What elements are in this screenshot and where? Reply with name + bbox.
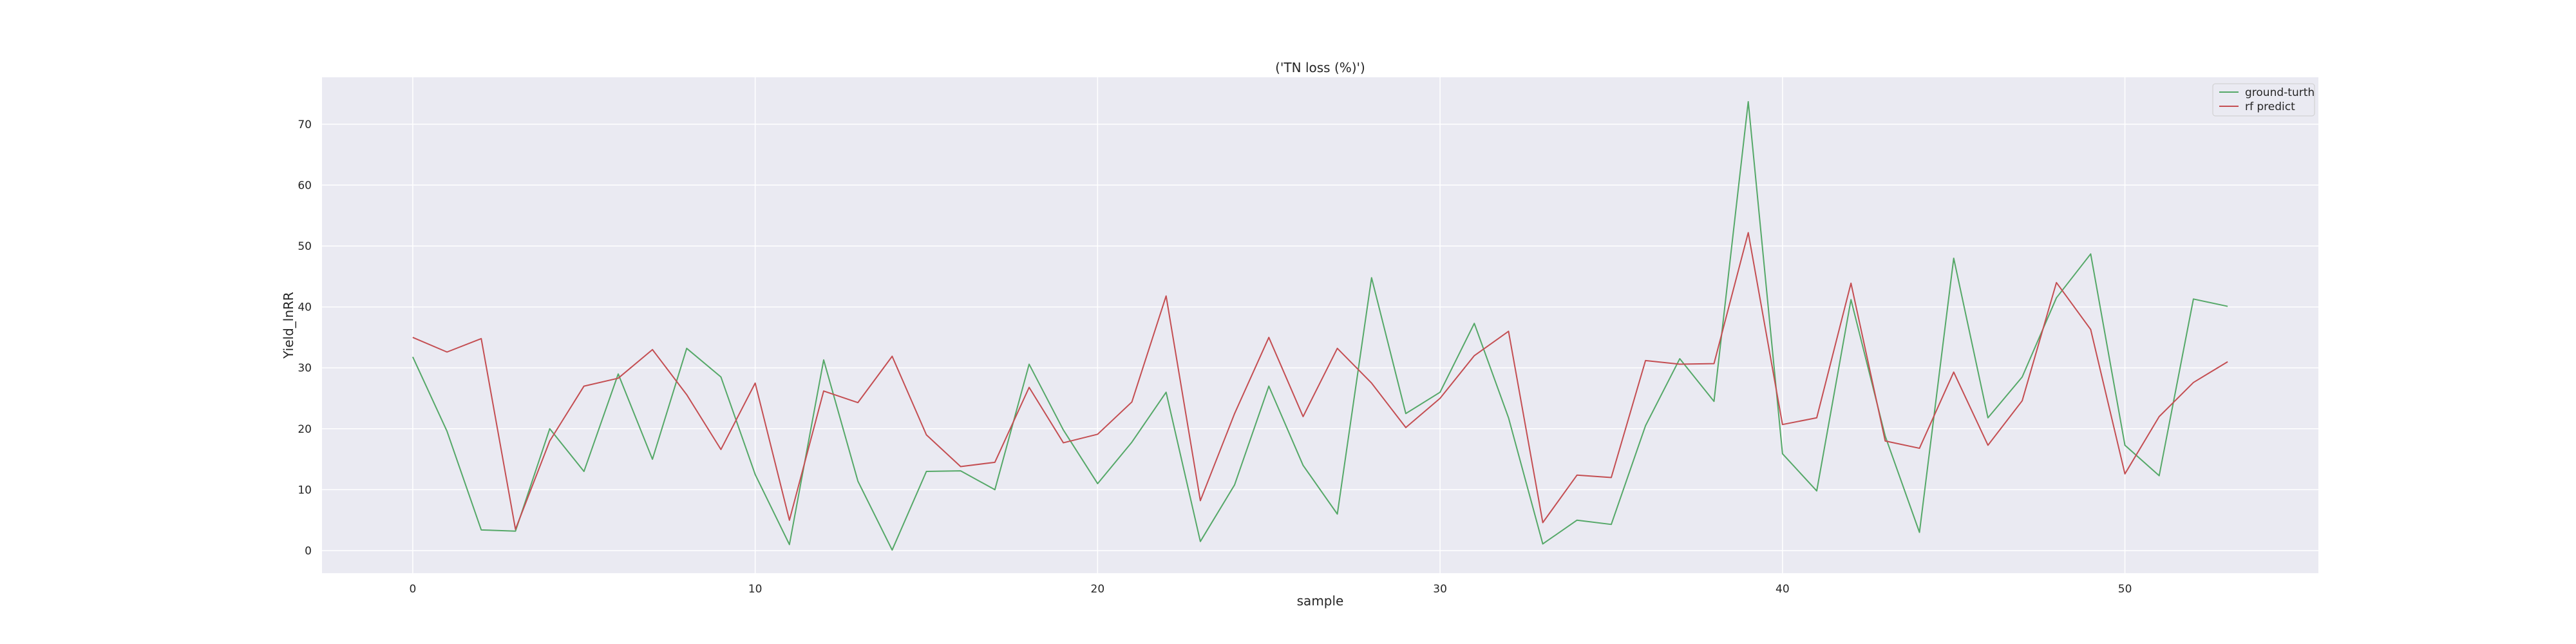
plot-background	[322, 77, 2318, 573]
grid-lines	[322, 77, 2318, 573]
y-axis-label: Yield_lnRR	[281, 292, 296, 359]
x-tick-label: 50	[2118, 583, 2132, 596]
chart-title: ('TN loss (%)')	[1275, 60, 1365, 75]
tick-labels: 0 10 20 30 40 50 0 10 20 30 40 50 60 70	[298, 118, 2132, 596]
x-axis-label: sample	[1297, 593, 1344, 609]
x-tick-label: 40	[1776, 583, 1790, 596]
x-tick-label: 30	[1433, 583, 1447, 596]
y-tick-label: 10	[298, 484, 312, 497]
x-tick-label: 0	[409, 583, 416, 596]
series-line-rf-predict	[412, 232, 2228, 530]
legend: ground-turth rf predict	[2212, 83, 2315, 117]
legend-label-rf-predict: rf predict	[2245, 100, 2295, 113]
x-tick-label: 10	[748, 583, 762, 596]
y-tick-label: 50	[298, 240, 312, 253]
series-line-ground-turth	[412, 100, 2228, 551]
y-tick-label: 30	[298, 362, 312, 375]
y-tick-label: 40	[298, 301, 312, 314]
x-tick-label: 20	[1091, 583, 1105, 596]
y-tick-label: 0	[305, 545, 312, 558]
y-tick-label: 60	[298, 179, 312, 192]
legend-label-ground-turth: ground-turth	[2245, 86, 2315, 99]
y-tick-label: 70	[298, 118, 312, 131]
y-tick-label: 20	[298, 423, 312, 436]
series-lines	[412, 100, 2228, 551]
